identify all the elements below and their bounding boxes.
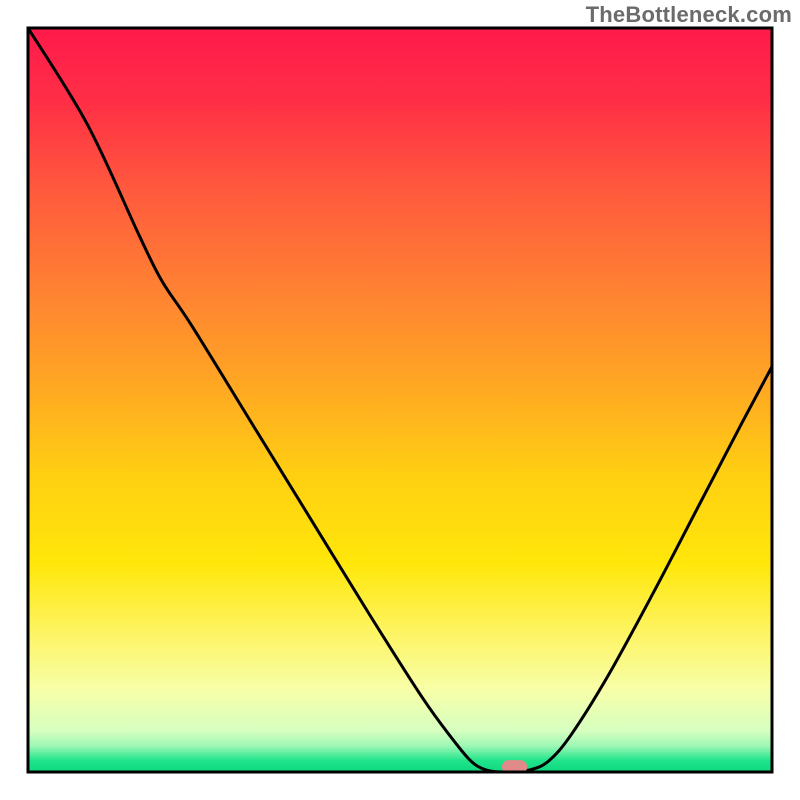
plot-svg <box>0 0 800 800</box>
chart-container: TheBottleneck.com <box>0 0 800 800</box>
watermark-text: TheBottleneck.com <box>586 2 792 28</box>
